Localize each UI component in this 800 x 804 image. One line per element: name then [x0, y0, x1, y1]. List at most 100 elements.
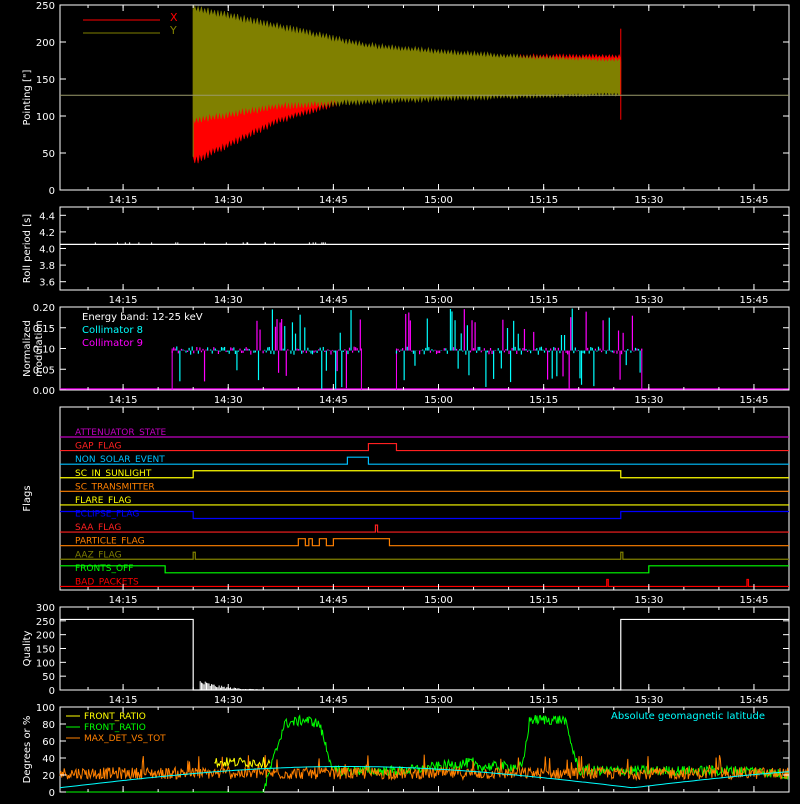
- y-tick-label: 3.6: [39, 278, 55, 289]
- flag-label: FRONTS_OFF: [75, 564, 133, 574]
- flag-label: SC_IN_SUNLIGHT: [75, 469, 152, 479]
- modulation-y-axis-label-2: modulation: [34, 320, 45, 377]
- legend-front-ratio-2-label: FRONT_RATIO: [84, 723, 146, 733]
- flags-y-axis-label: Flags: [22, 485, 33, 511]
- y-tick-label: 100: [36, 112, 55, 123]
- y-tick-label: 0.15: [33, 324, 55, 335]
- quality-y-axis-label: Quality: [22, 631, 33, 667]
- x-tick-label: 15:45: [740, 595, 769, 606]
- x-tick-label: 14:30: [214, 695, 243, 706]
- x-tick-label: 14:45: [319, 195, 348, 206]
- x-tick-label: 14:15: [109, 695, 138, 706]
- flag-trace: [60, 565, 789, 574]
- pointing-panel-frame: [59, 4, 790, 191]
- y-tick-label: 200: [36, 38, 55, 49]
- flag-trace: [60, 538, 789, 547]
- y-tick-label: 0.20: [33, 303, 55, 314]
- y-tick-label: 40: [42, 754, 55, 765]
- flag-label: BAD_PACKETS: [75, 577, 139, 587]
- x-tick-label: 15:00: [424, 595, 453, 606]
- y-tick-label: 3.8: [39, 261, 55, 272]
- y-tick-label: 100: [36, 703, 55, 714]
- x-tick-label: 15:15: [529, 695, 558, 706]
- x-tick-label: 14:45: [319, 595, 348, 606]
- modulation-collimator8-label: Collimator 8: [82, 325, 143, 336]
- x-tick-label: 14:30: [214, 295, 243, 306]
- x-tick-label: 15:00: [424, 195, 453, 206]
- quality-series: [60, 618, 789, 691]
- x-tick-label: 15:00: [424, 395, 453, 406]
- y-tick-label: 0.10: [33, 345, 55, 356]
- y-tick-label: 0.05: [33, 365, 55, 376]
- x-tick-label: 15:30: [634, 295, 663, 306]
- legend-front-ratio-1-label: FRONT_RATIO: [84, 712, 146, 722]
- y-tick-label: 150: [36, 645, 55, 656]
- x-tick-label: 15:00: [424, 295, 453, 306]
- legend-x-label: X: [170, 11, 178, 24]
- y-tick-label: 250: [36, 617, 55, 628]
- x-tick-label: 15:45: [740, 195, 769, 206]
- flags-panel-frame: [59, 406, 790, 591]
- x-tick-label: 15:15: [529, 595, 558, 606]
- x-tick-label: 14:45: [319, 295, 348, 306]
- y-tick-label: 60: [42, 737, 55, 748]
- modulation-energy-band-label: Energy band: 12-25 keV: [82, 312, 203, 323]
- flag-trace: [60, 456, 789, 465]
- flag-trace: [60, 470, 789, 479]
- x-tick-label: 14:45: [319, 695, 348, 706]
- x-tick-label: 15:30: [634, 595, 663, 606]
- ratio-y-axis-label: Degrees or %: [22, 716, 33, 784]
- x-tick-label: 15:45: [740, 695, 769, 706]
- y-tick-label: 0: [49, 788, 55, 799]
- geomag-latitude-label: Absolute geomagnetic latitude: [611, 711, 765, 722]
- x-tick-label: 15:45: [740, 295, 769, 306]
- legend-y-label: Y: [169, 24, 177, 37]
- y-tick-label: 20: [42, 771, 55, 782]
- x-tick-label: 14:15: [109, 595, 138, 606]
- y-tick-label: 4.2: [39, 228, 55, 239]
- flag-trace: [60, 442, 789, 452]
- flag-label: AAZ_FLAG: [75, 550, 122, 560]
- flag-label: PARTICLE_FLAG: [75, 537, 145, 547]
- x-tick-label: 14:30: [214, 395, 243, 406]
- x-tick-label: 14:15: [109, 395, 138, 406]
- x-tick-label: 14:15: [109, 295, 138, 306]
- y-tick-label: 150: [36, 75, 55, 86]
- roll-y-axis-label: Roll period [s]: [22, 214, 33, 283]
- max-det-series: [59, 754, 789, 782]
- flag-trace: [60, 510, 789, 520]
- x-tick-label: 15:15: [529, 395, 558, 406]
- flag-label: SAA_FLAG: [75, 523, 121, 533]
- flag-trace: [60, 578, 789, 588]
- y-tick-label: 4.0: [39, 245, 55, 256]
- x-tick-label: 15:30: [634, 395, 663, 406]
- flag-trace: [60, 524, 789, 533]
- y-tick-label: 200: [36, 631, 55, 642]
- y-tick-label: 0.00: [33, 386, 55, 397]
- x-tick-label: 15:45: [740, 395, 769, 406]
- modulation-y-axis-label-1: Normalized: [22, 320, 33, 377]
- y-tick-label: 50: [42, 672, 55, 683]
- front-ratio-yellow-series: [214, 757, 271, 769]
- geomag-latitude-series: [59, 766, 790, 789]
- y-tick-label: 80: [42, 720, 55, 731]
- x-tick-label: 15:15: [529, 295, 558, 306]
- x-tick-label: 15:30: [634, 195, 663, 206]
- x-tick-label: 14:45: [319, 395, 348, 406]
- x-tick-label: 15:30: [634, 695, 663, 706]
- y-tick-label: 50: [42, 149, 55, 160]
- flag-label: SC_TRANSMITTER: [75, 482, 155, 492]
- x-tick-label: 15:15: [529, 195, 558, 206]
- flag-label: GAP_FLAG: [75, 442, 121, 452]
- flag-label: ECLIPSE_FLAG: [75, 510, 139, 520]
- x-tick-label: 14:30: [214, 195, 243, 206]
- x-tick-label: 15:00: [424, 695, 453, 706]
- y-tick-label: 250: [36, 1, 55, 12]
- modulation-collimator9-label: Collimator 9: [82, 338, 143, 349]
- flag-trace: [60, 551, 789, 560]
- x-tick-label: 14:30: [214, 595, 243, 606]
- legend-max-det-label: MAX_DET_VS_TOT: [84, 734, 166, 744]
- ratio-panel-frame: [59, 706, 790, 793]
